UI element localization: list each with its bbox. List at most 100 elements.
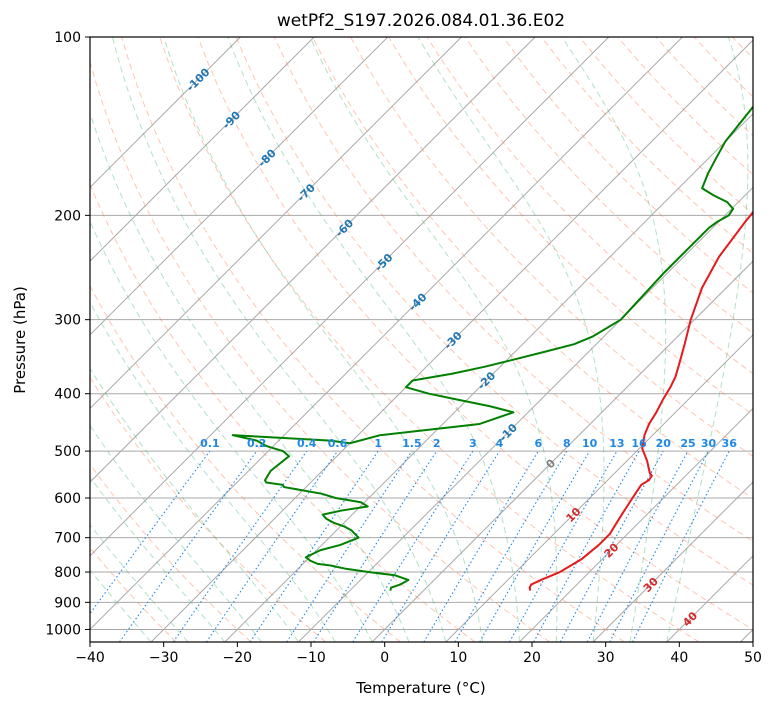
mixing-ratio-label: 8 [563, 437, 571, 450]
isotherm-label: -80 [256, 146, 279, 169]
plot-frame [89, 36, 754, 643]
y-tick-label: 200 [54, 208, 81, 224]
isotherm-line [90, 37, 683, 631]
x-tick-label: 50 [744, 650, 762, 666]
x-tick-label: −10 [296, 650, 326, 666]
moist-adiabat-line [309, 37, 558, 642]
dry-adiabat-line [693, 37, 753, 98]
isotherm-label: 30 [641, 575, 661, 595]
mixing-ratio-label: 0.6 [328, 437, 348, 450]
mixing-ratio-line [172, 450, 308, 642]
dry-adiabat-line [273, 37, 753, 543]
isotherm-label: -20 [475, 369, 498, 392]
dry-adiabat-line [540, 37, 753, 254]
isotherm-label: 40 [680, 609, 700, 629]
mixing-ratio-label: 30 [701, 437, 717, 450]
isotherm-line [90, 37, 241, 189]
mixing-ratio-line [423, 450, 539, 642]
dry-adiabat-line [90, 60, 551, 642]
x-tick-label: 30 [597, 650, 615, 666]
moist-adiabat-line [666, 37, 749, 642]
dry-adiabat-line [311, 37, 753, 500]
chart-title: wetPf2_S197.2026.084.01.36.E02 [277, 11, 565, 31]
moist-adiabat-line [111, 37, 447, 642]
isotherm-line [90, 37, 315, 262]
moist-adiabat-line [90, 523, 189, 642]
x-tick-label: 10 [449, 650, 467, 666]
isotherm-line [90, 37, 610, 557]
y-tick-label: 400 [54, 387, 81, 403]
isotherm-line [592, 481, 753, 642]
dry-adiabat-line [121, 37, 625, 642]
mixing-ratio-label: 1 [374, 437, 382, 450]
dry-adiabat-line [617, 37, 753, 176]
isotherm-line [666, 555, 753, 642]
mixing-ratio-label: 16 [631, 437, 647, 450]
mixing-ratio-label: 13 [609, 437, 624, 450]
mixing-ratio-label: 3 [469, 437, 477, 450]
mixing-ratio-line [586, 450, 689, 642]
data-layer [231, 105, 753, 591]
mixing-ratio-line [286, 450, 413, 642]
mixing-ratio-line [90, 450, 211, 615]
mixing-ratio-label: 36 [722, 437, 738, 450]
isotherm-line [90, 37, 462, 410]
dry-adiabat-line [350, 37, 753, 457]
mixing-ratio-line [533, 450, 640, 642]
moist-adiabat-line [163, 37, 484, 642]
y-tick-label: 300 [54, 313, 81, 329]
x-tick-label: −20 [223, 650, 253, 666]
mixing-ratio-label: 1.5 [402, 437, 422, 450]
isoline-label-layer: 0.1 0.2 0.4 0.6 1 1.5 2 3 4 6 8 10 13 16 20 25 30 36-100-… [184, 65, 737, 629]
moist-adiabat-line [90, 111, 410, 642]
axis-layer: −40 −30 −20 −10 0 10 20 30 40 5010020030040050060… [45, 30, 762, 666]
x-tick-label: 40 [670, 650, 688, 666]
dewpoint-profile-line [231, 105, 753, 591]
dry-adiabat-line [159, 37, 700, 642]
y-tick-label: 900 [54, 595, 81, 611]
isotherm-line [90, 37, 389, 336]
y-tick-label: 700 [54, 531, 81, 547]
mixing-ratio-label: 0.1 [200, 437, 220, 450]
mixing-ratio-label: 2 [433, 437, 441, 450]
moist-adiabat-line [90, 301, 336, 642]
grid-layer [90, 37, 775, 642]
mixing-ratio-line [313, 450, 438, 642]
mixing-ratio-label: 0.4 [297, 437, 317, 450]
isotherm-line [224, 113, 753, 642]
isotherm-line [90, 37, 536, 483]
dry-adiabat-line [770, 37, 775, 642]
mixing-ratio-line [559, 450, 664, 642]
mixing-ratio-line [454, 450, 568, 642]
mixing-ratio-line [509, 450, 618, 642]
moist-adiabat-line [90, 476, 226, 642]
y-tick-label: 800 [54, 565, 81, 581]
moist-adiabat-line [90, 424, 263, 642]
mixing-ratio-label: 4 [496, 437, 504, 450]
y-axis-label: Pressure (hPa) [11, 286, 29, 394]
mixing-ratio-line [352, 450, 474, 642]
isotherm-line [371, 260, 753, 642]
mixing-ratio-line [249, 450, 379, 642]
dry-adiabat-line [90, 463, 252, 642]
isotherm-label: -60 [333, 216, 356, 239]
mixing-ratio-line [119, 450, 258, 642]
x-axis-label: Temperature (°C) [355, 679, 485, 697]
mixing-ratio-label: 6 [535, 437, 543, 450]
y-tick-label: 600 [54, 491, 81, 507]
x-tick-label: −40 [75, 650, 105, 666]
temperature-profile-line [528, 210, 753, 591]
dry-adiabat-line [197, 37, 753, 631]
y-tick-label: 100 [54, 30, 81, 46]
isotherm-label: -30 [442, 329, 465, 352]
y-tick-label: 500 [54, 444, 81, 460]
isotherm-line [298, 186, 753, 642]
moist-adiabat-line [417, 37, 605, 642]
mixing-ratio-line [381, 450, 500, 642]
dry-adiabat-line [502, 37, 753, 294]
mixing-ratio-label: 0.2 [247, 437, 267, 450]
isotherm-line [150, 39, 753, 642]
isotherm-line [519, 407, 753, 642]
moist-adiabat-line [90, 220, 373, 642]
